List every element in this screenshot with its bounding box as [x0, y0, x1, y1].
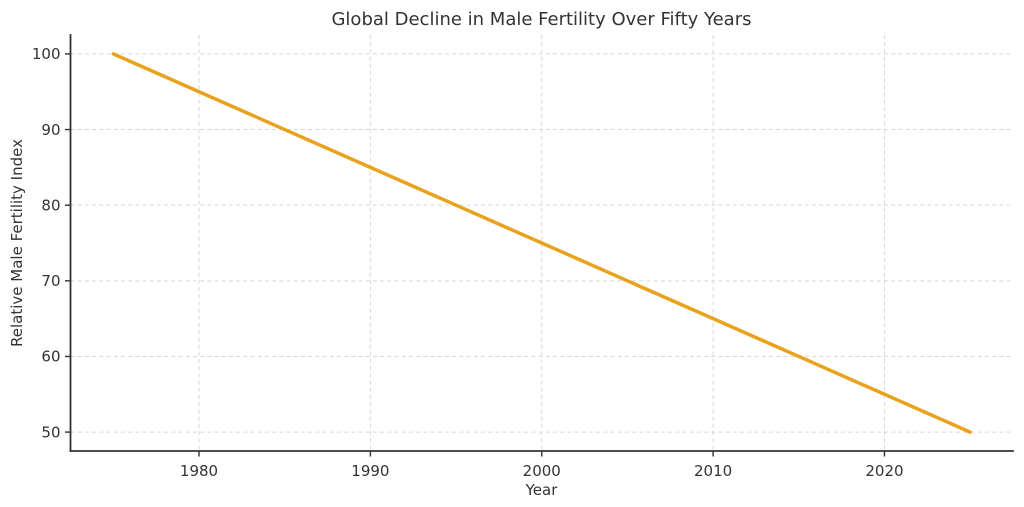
data-line [111, 52, 972, 434]
tick-marks [65, 53, 886, 457]
y-tick-label: 50 [41, 423, 60, 441]
x-tick-label: 2000 [523, 462, 561, 480]
x-tick-label: 2010 [694, 462, 732, 480]
x-tick-label: 1990 [351, 462, 389, 480]
x-axis-label: Year [525, 481, 558, 499]
x-tick-label: 2020 [865, 462, 903, 480]
gridlines [70, 35, 1013, 451]
x-tick-label: 1980 [180, 462, 218, 480]
y-tick-label: 100 [32, 45, 61, 63]
y-tick-label: 80 [41, 196, 60, 214]
y-tick-label: 70 [41, 272, 60, 290]
y-tick-label: 60 [41, 348, 60, 366]
y-tick-label: 90 [41, 121, 60, 139]
chart-title: Global Decline in Male Fertility Over Fi… [331, 9, 752, 30]
